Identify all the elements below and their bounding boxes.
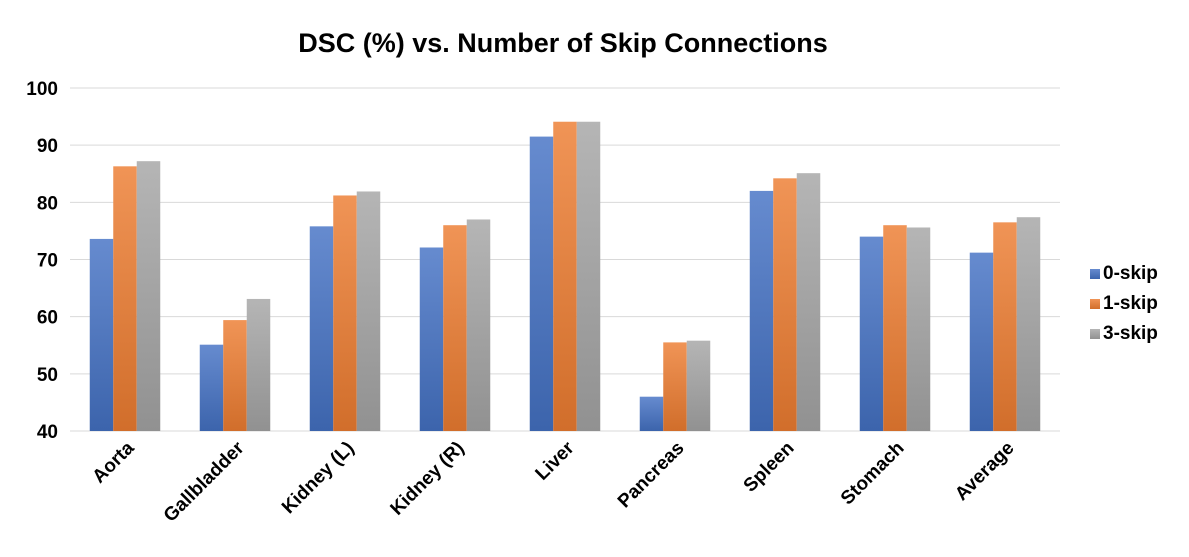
bar-1-skip: [443, 225, 467, 431]
legend-swatch: [1090, 299, 1100, 309]
legend-label: 1-skip: [1103, 293, 1158, 314]
x-tick-label: Kidney (R): [387, 438, 469, 520]
x-tick-label: Spleen: [740, 438, 799, 497]
bar-0-skip: [859, 236, 884, 431]
y-tick-label: 50: [37, 365, 58, 386]
bar-1-skip: [553, 121, 577, 431]
y-tick-label: 70: [37, 251, 58, 272]
x-tick-label: Aorta: [89, 437, 139, 487]
y-tick-label: 40: [37, 422, 58, 443]
bar-0-skip: [529, 136, 554, 431]
bar-1-skip: [663, 342, 687, 431]
chart-title: DSC (%) vs. Number of Skip Connections: [298, 28, 828, 58]
legend-swatch: [1090, 329, 1100, 339]
bar-0-skip: [309, 226, 334, 431]
bar-3-skip: [246, 298, 271, 431]
x-tick-label: Stomach: [837, 438, 909, 510]
bar-3-skip: [356, 191, 381, 431]
bar-0-skip: [199, 344, 224, 431]
bar-3-skip: [796, 173, 821, 431]
bar-3-skip: [1016, 217, 1041, 431]
y-tick-label: 100: [26, 79, 58, 100]
legend: 0-skip 1-skip 3-skip: [1090, 263, 1158, 344]
bars: [89, 121, 1041, 431]
bar-1-skip: [883, 225, 907, 431]
bar-3-skip: [686, 340, 711, 431]
bar-0-skip: [969, 252, 994, 431]
bar-1-skip: [993, 222, 1017, 431]
legend-label: 0-skip: [1103, 263, 1158, 284]
bar-1-skip: [223, 320, 247, 431]
bar-0-skip: [419, 247, 444, 431]
y-tick-label: 80: [37, 193, 58, 214]
x-tick-label: Kidney (L): [278, 438, 359, 519]
bar-3-skip: [576, 121, 601, 431]
y-tick-label: 90: [37, 136, 58, 157]
legend-label: 3-skip: [1103, 323, 1158, 344]
x-tick-label: Average: [951, 438, 1018, 505]
bar-1-skip: [773, 178, 797, 431]
bar-3-skip: [466, 219, 491, 431]
y-tick-label: 60: [37, 308, 58, 329]
bar-3-skip: [906, 227, 931, 431]
x-tick-label: Pancreas: [614, 438, 689, 513]
bar-0-skip: [89, 238, 114, 431]
bar-0-skip: [639, 396, 664, 431]
x-axis: Aorta Gallbladder Kidney (L) Kidney (R) Live…: [89, 437, 1019, 526]
y-axis: 40 50 60 70 80 90 100: [26, 79, 58, 443]
x-tick-label: Gallbladder: [160, 437, 249, 526]
bar-1-skip: [113, 166, 137, 431]
x-tick-label: Liver: [532, 437, 579, 484]
bar-1-skip: [333, 195, 357, 431]
bar-0-skip: [749, 190, 774, 431]
legend-swatch: [1090, 269, 1100, 279]
bar-3-skip: [136, 161, 161, 431]
